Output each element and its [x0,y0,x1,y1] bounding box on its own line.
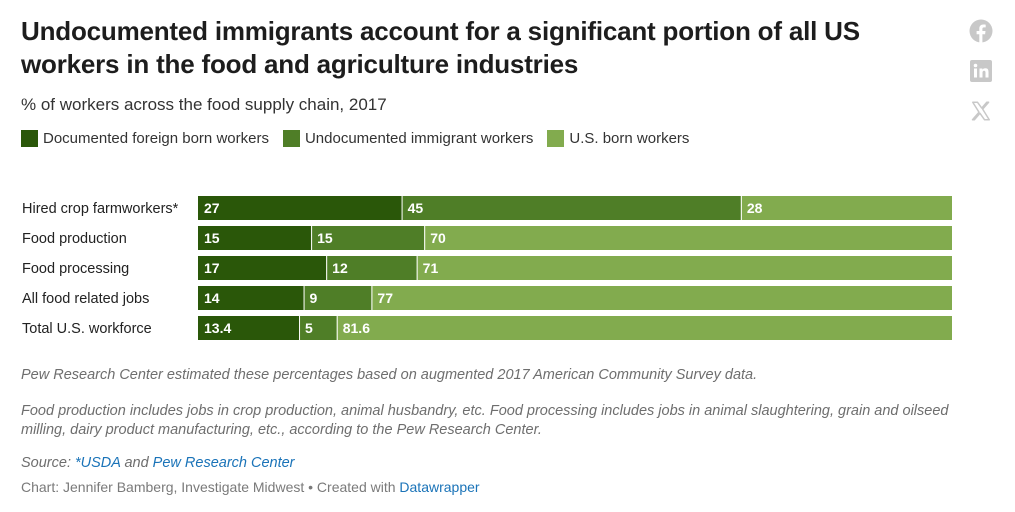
segment-separator [424,226,426,250]
segment-separator [740,196,742,220]
bar-segment [401,196,741,220]
data-label: 15 [317,230,333,246]
data-label: 70 [430,230,446,246]
bar-segment [198,256,327,280]
legend-swatch-us-born [547,130,565,147]
segment-separator [401,196,403,220]
bar-segment [311,226,425,250]
bar-segment [416,256,952,280]
data-label: 5 [305,320,313,336]
category-label: All food related jobs [22,291,149,307]
chart-subtitle: % of workers across the food supply chai… [21,95,387,114]
source-line: Source: *USDA and Pew Research Center [21,455,295,471]
segment-separator [299,316,301,340]
bar-segment [198,286,304,310]
bar-segment [336,316,953,340]
legend-item-us-born: U.S. born workers [547,130,689,147]
bar-segment [303,286,372,310]
definitions-note: Food production includes jobs in crop pr… [21,403,949,438]
bar-segment [198,226,312,250]
segment-separator [336,316,338,340]
legend-label-undocumented: Undocumented immigrant workers [304,130,534,147]
legend-swatch-undocumented [282,130,300,147]
legend-item-undocumented: Undocumented immigrant workers [282,130,534,147]
data-label: 14 [204,290,220,306]
credit-text: Chart: Jennifer Bamberg, Investigate Mid… [21,479,396,495]
bar-segment [424,226,952,250]
bar-segment [198,316,300,340]
category-label: Food processing [22,261,129,277]
data-label: 45 [408,200,424,216]
data-label: 17 [204,260,220,276]
credit-line: Chart: Jennifer Bamberg, Investigate Mid… [21,479,480,495]
bar-segment [299,316,337,340]
x-share-button[interactable] [968,98,994,124]
source-label: Source: [21,455,71,471]
legend-label-us-born: U.S. born workers [569,130,690,147]
segment-separator [326,256,328,280]
source-and: and [124,455,149,471]
segment-separator [303,286,305,310]
bar-segment [326,256,417,280]
x-icon [971,101,990,121]
segment-separator [416,256,418,280]
segment-separator [371,286,373,310]
data-label: 27 [204,200,220,216]
source-link-pew[interactable]: Pew Research Center [152,455,295,471]
data-label: 9 [310,290,318,306]
stacked-bar-chart: Hired crop farmworkers* 27 45 28 Food produc… [22,196,953,340]
category-label: Food production [22,231,127,247]
data-label: 71 [423,260,439,276]
legend: Documented foreign born workers Undocume… [21,130,703,147]
category-label: Total U.S. workforce [22,321,152,337]
legend-swatch-documented [21,130,38,147]
methodology-note: Pew Research Center estimated these perc… [21,367,758,383]
linkedin-icon [970,60,992,82]
data-label: 81.6 [343,320,370,336]
data-label: 13.4 [204,320,231,336]
linkedin-share-button[interactable] [968,58,994,84]
bar-segment [740,196,952,220]
chart-title: Undocumented immigrants account for a si… [21,16,860,79]
data-label: 77 [377,290,393,306]
segment-separator [311,226,313,250]
legend-label-documented: Documented foreign born workers [43,130,269,147]
legend-item-documented: Documented foreign born workers [21,130,269,147]
bar-segment [198,196,402,220]
data-label: 12 [332,260,348,276]
data-label: 15 [204,230,220,246]
source-link-usda[interactable]: *USDA [75,455,121,471]
category-label: Hired crop farmworkers* [22,201,179,217]
facebook-icon [969,19,993,43]
datawrapper-link[interactable]: Datawrapper [399,479,480,495]
data-label: 28 [747,200,763,216]
bar-segment [371,286,952,310]
facebook-share-button[interactable] [968,18,994,44]
